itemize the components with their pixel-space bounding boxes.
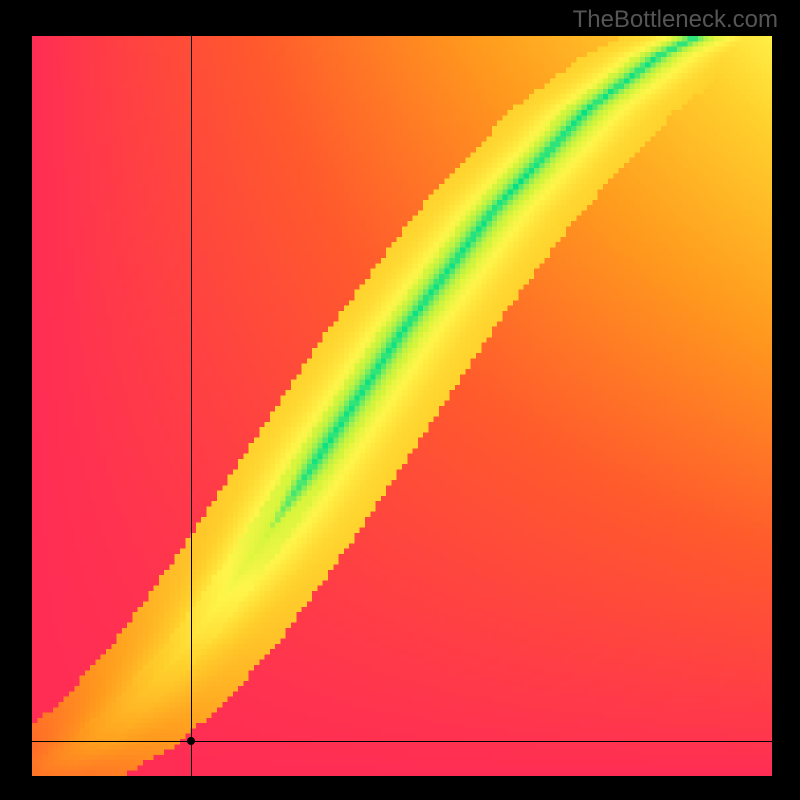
chart-container: TheBottleneck.com — [0, 0, 800, 800]
heatmap-canvas — [32, 36, 772, 776]
watermark-text: TheBottleneck.com — [573, 6, 778, 34]
crosshair-vertical — [191, 36, 192, 776]
crosshair-horizontal — [32, 741, 772, 742]
